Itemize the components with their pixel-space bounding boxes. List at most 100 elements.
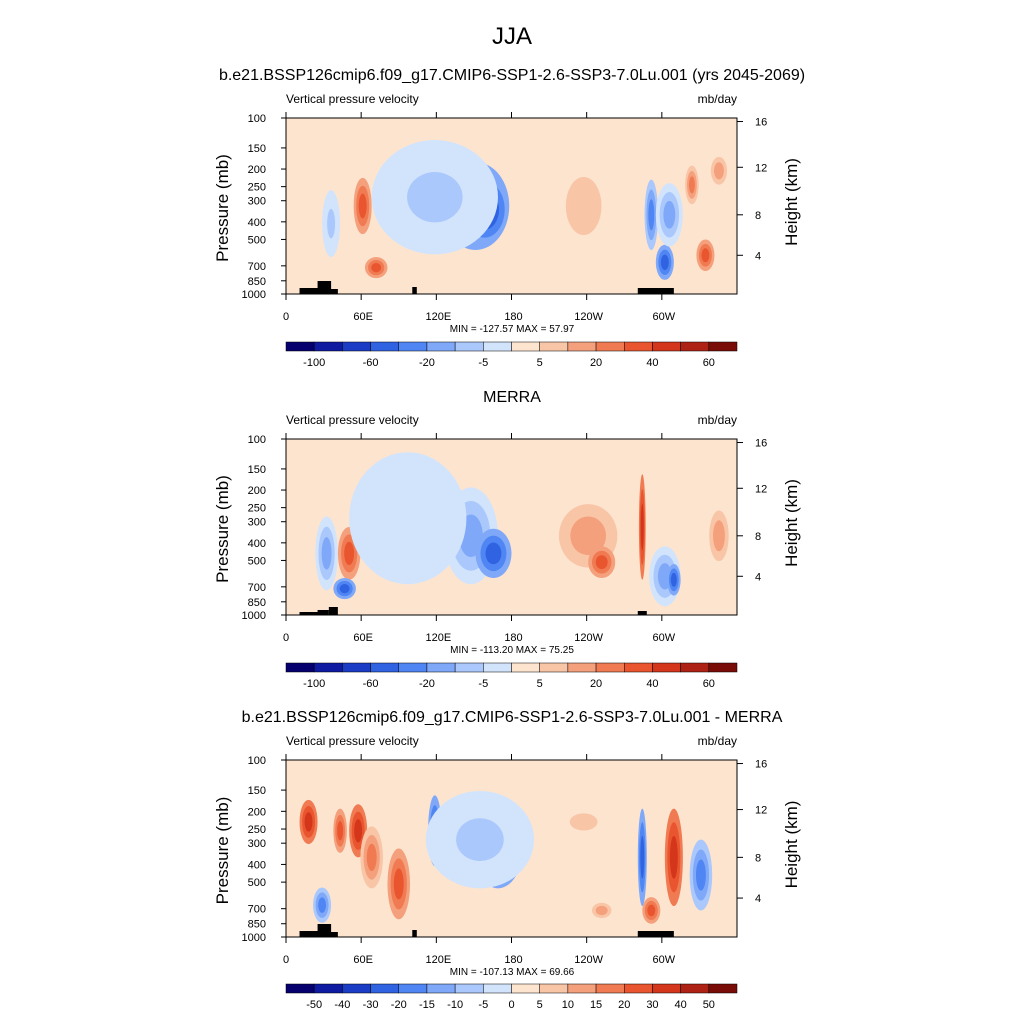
x-tick-label: 180: [504, 954, 522, 966]
y-tick-label-right: 8: [755, 531, 761, 543]
colorbar-box: [398, 662, 428, 673]
x-tick-label: 0: [283, 311, 289, 323]
x-tick-label: 120W: [574, 311, 603, 323]
contour-region: [371, 262, 382, 273]
colorbar-label: -50: [306, 999, 322, 1011]
y-tick-label-right: 12: [755, 805, 767, 817]
x-tick-label: 120W: [574, 954, 603, 966]
colorbar-box: [285, 983, 315, 994]
y-axis-label-right: Height (km): [782, 479, 801, 567]
colorbar-label: -60: [363, 357, 379, 369]
y-tick-label: 500: [248, 555, 266, 567]
colorbar-box: [511, 341, 540, 352]
contour-region: [327, 208, 336, 239]
x-tick-label: 120E: [425, 311, 451, 323]
y-tick-label: 100: [248, 434, 266, 446]
contour-region: [595, 905, 608, 916]
contour-region: [381, 489, 434, 548]
colorbar-label: 20: [590, 357, 602, 369]
colorbar-box: [511, 662, 540, 673]
y-tick-label: 1000: [242, 610, 266, 622]
y-tick-label-right: 16: [755, 759, 767, 771]
colorbar-box: [595, 341, 625, 352]
y-tick-label: 200: [248, 806, 266, 818]
terrain-mask: [637, 611, 647, 615]
figure-title: JJA: [492, 23, 532, 50]
y-tick-label-right: 12: [755, 483, 767, 495]
variable-label: Vertical pressure velocity: [286, 413, 419, 427]
y-tick-label: 100: [248, 755, 266, 767]
colorbar-box: [426, 662, 456, 673]
y-tick-label-right: 16: [755, 438, 767, 450]
y-tick-label: 150: [248, 464, 266, 476]
panel-title: b.e21.BSSP126cmip6.f09_g17.CMIP6-SSP1-2.…: [242, 709, 783, 726]
colorbar-label: 40: [646, 357, 658, 369]
x-tick-label: 60W: [653, 632, 676, 644]
y-tick-label: 1000: [242, 289, 266, 301]
x-tick-label: 120E: [425, 954, 451, 966]
colorbar-label: -5: [478, 357, 488, 369]
colorbar-box: [680, 983, 710, 994]
panel-title: MERRA: [483, 389, 541, 406]
colorbar-box: [313, 341, 343, 352]
colorbar-label: 5: [537, 678, 543, 690]
colorbar-box: [454, 341, 484, 352]
x-tick-label: 60W: [653, 311, 676, 323]
terrain-mask: [328, 289, 338, 294]
colorbar-box: [426, 983, 456, 994]
y-tick-label-right: 4: [755, 250, 761, 262]
contour-region: [648, 199, 655, 231]
y-tick-label: 150: [248, 143, 266, 155]
contour-region: [670, 572, 677, 587]
colorbar-label: 5: [537, 357, 543, 369]
colorbar-label: 0: [508, 999, 514, 1011]
y-tick-label: 300: [248, 517, 266, 529]
contour-region: [393, 868, 404, 900]
contour-region: [366, 843, 377, 871]
colorbar-box: [595, 983, 625, 994]
y-tick-label: 200: [248, 164, 266, 176]
y-axis-label: Pressure (mb): [213, 475, 232, 583]
y-tick-label: 1000: [242, 932, 266, 944]
plot-area: [286, 760, 737, 937]
colorbar-label: -10: [447, 999, 463, 1011]
terrain-mask: [317, 281, 332, 294]
colorbar-label: -20: [419, 357, 435, 369]
colorbar-box: [708, 983, 738, 994]
y-tick-label: 200: [248, 485, 266, 497]
colorbar-box: [567, 983, 597, 994]
contour-region: [640, 503, 644, 551]
colorbar-label: -5: [478, 999, 488, 1011]
colorbar-label: -5: [478, 678, 488, 690]
contour-region: [713, 162, 724, 180]
variable-label: Vertical pressure velocity: [286, 734, 419, 748]
terrain-mask: [317, 924, 332, 937]
colorbar-box: [539, 983, 569, 994]
contour-region: [354, 819, 363, 843]
colorbar-label: 20: [590, 678, 602, 690]
y-axis-label-right: Height (km): [782, 158, 801, 246]
y-tick-label: 700: [248, 261, 266, 273]
terrain-mask: [637, 931, 674, 937]
contour-region: [660, 254, 669, 271]
min-max-stats: MIN = -127.57 MAX = 57.97: [450, 324, 575, 335]
y-tick-label: 700: [248, 904, 266, 916]
y-axis-label: Pressure (mb): [213, 154, 232, 262]
x-tick-label: 180: [504, 311, 522, 323]
x-tick-label: 60W: [653, 954, 676, 966]
plot-area: [286, 118, 737, 294]
y-tick-label: 300: [248, 196, 266, 208]
y-tick-label: 150: [248, 785, 266, 797]
terrain-mask: [328, 607, 338, 615]
contour-region: [318, 897, 327, 913]
colorbar-box: [567, 662, 597, 673]
terrain-mask: [637, 288, 674, 294]
y-tick-label: 850: [248, 919, 266, 931]
y-tick-label: 500: [248, 234, 266, 246]
colorbar-box: [285, 341, 315, 352]
contour-region: [695, 859, 706, 891]
colorbar-box: [708, 662, 738, 673]
colorbar-box: [313, 983, 343, 994]
x-tick-label: 60E: [353, 632, 373, 644]
colorbar-box: [285, 662, 315, 673]
